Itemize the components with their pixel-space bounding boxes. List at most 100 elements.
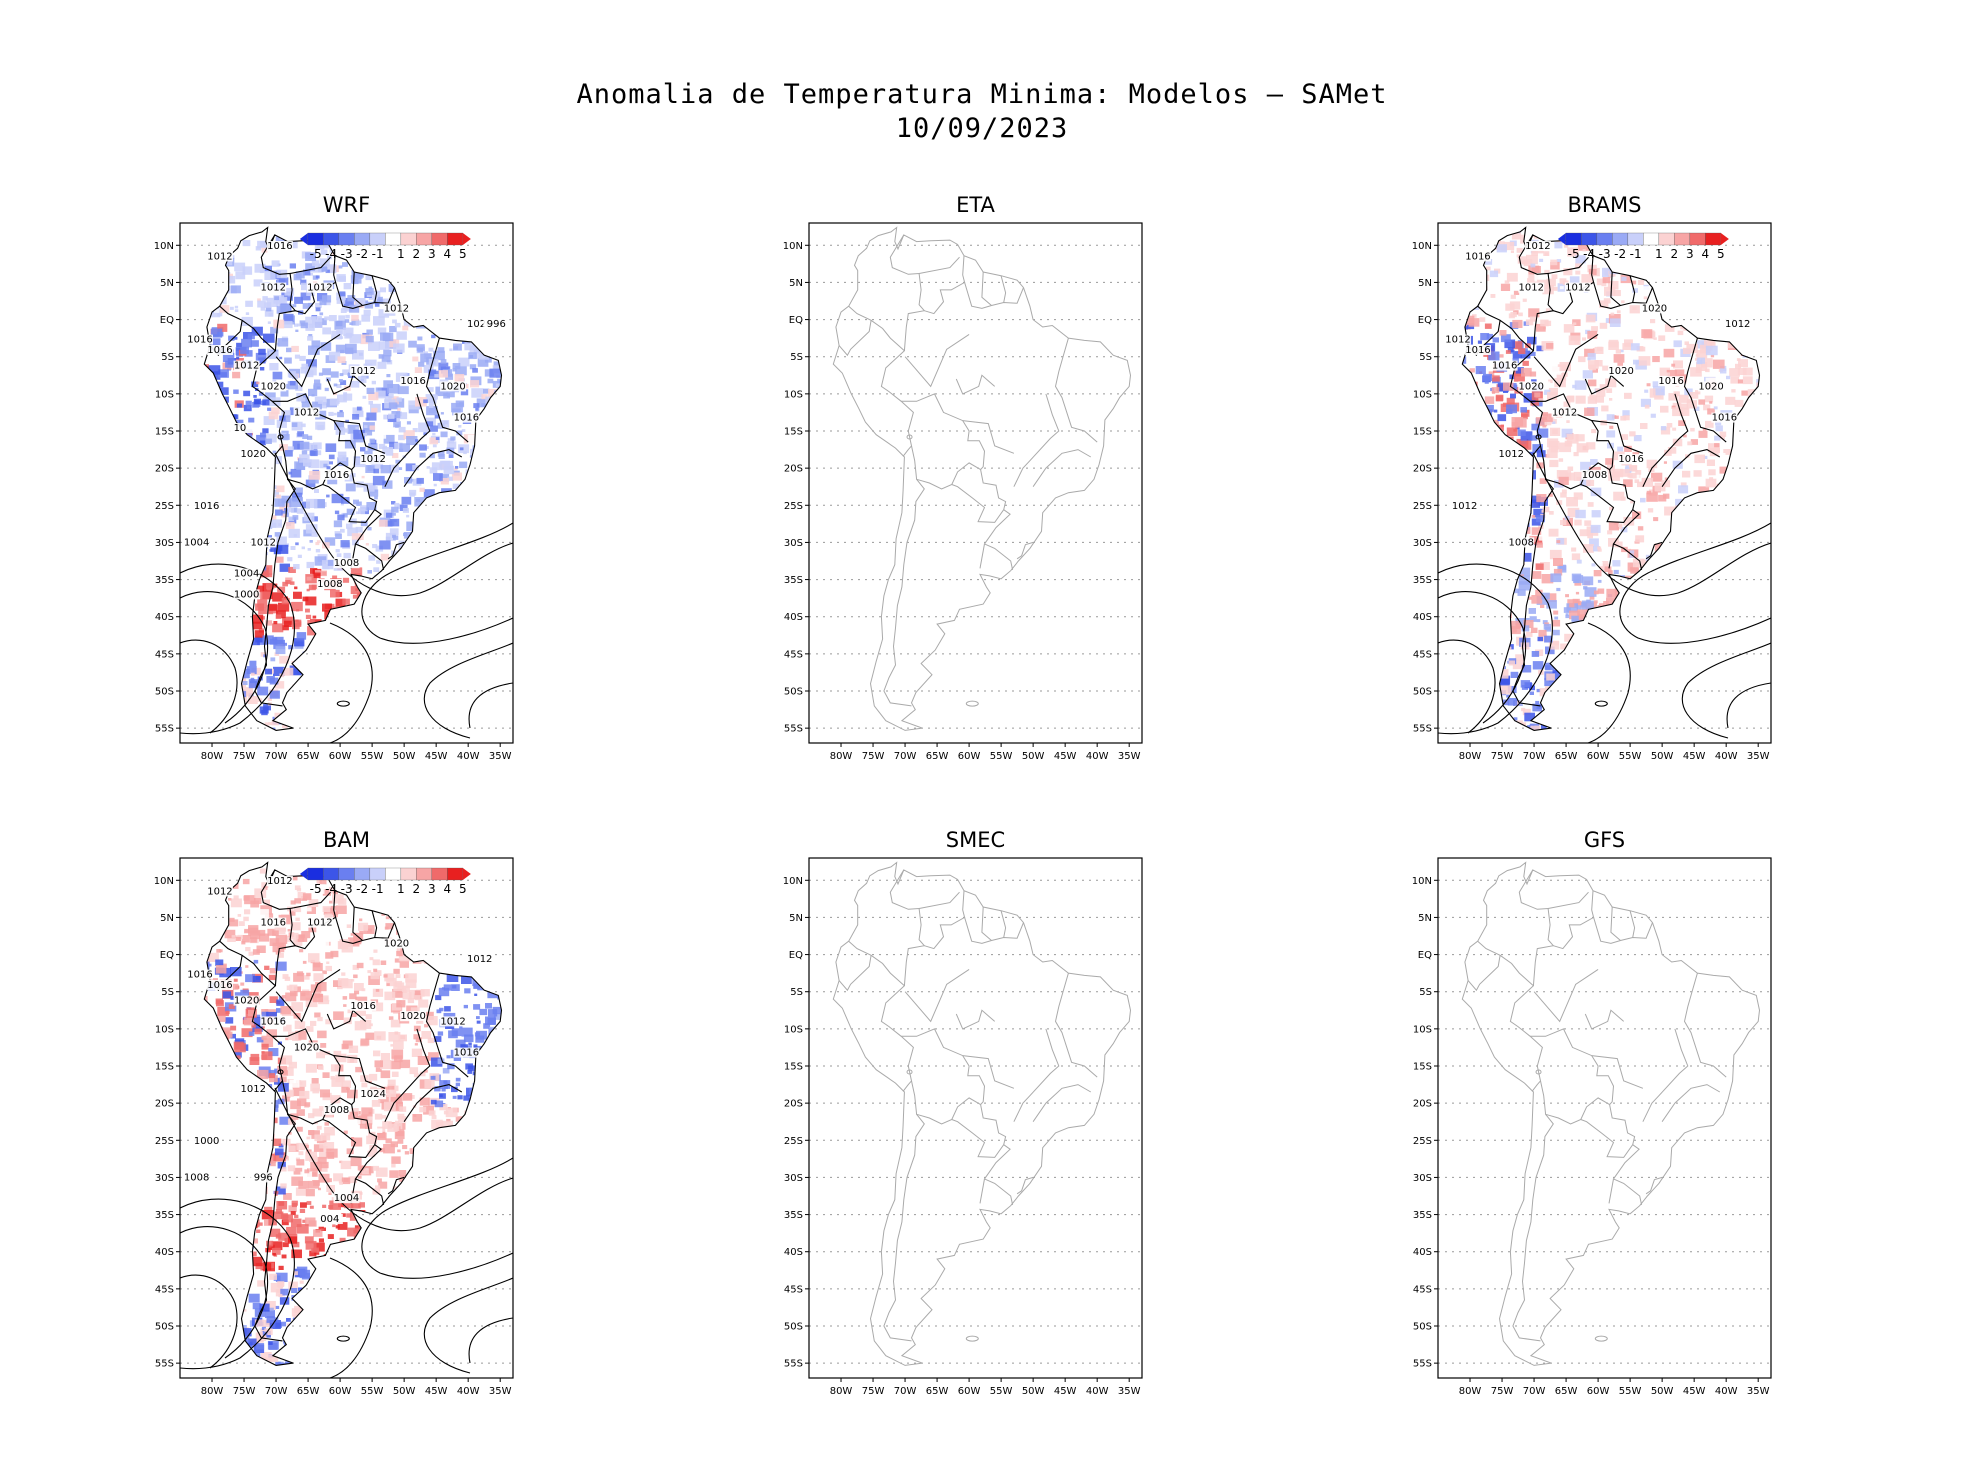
lat-tick-label: 20S	[784, 464, 803, 475]
lon-tick-label: 45W	[1683, 1386, 1706, 1397]
isobar-label: 1020	[1608, 366, 1633, 377]
lat-tick-label: EQ	[160, 950, 174, 961]
lat-tick-label: 55S	[1413, 724, 1432, 735]
lat-tick-label: 20S	[784, 1099, 803, 1110]
lat-tick-label: 10N	[783, 876, 803, 887]
anomaly-field	[180, 223, 524, 749]
isobar-label: 1008	[334, 558, 359, 569]
lat-tick-label: 50S	[1413, 687, 1432, 698]
lon-tick-label: 80W	[830, 751, 853, 762]
isobar-label: 1012	[1725, 319, 1750, 330]
lon-tick-label: 35W	[1747, 751, 1770, 762]
isobar-label: 1012	[1452, 501, 1477, 512]
lat-tick-label: 45S	[784, 649, 803, 660]
lat-tick-label: 5N	[160, 913, 174, 924]
panel-title: SMEC	[809, 828, 1142, 852]
colorbar-tick: 5	[459, 247, 467, 261]
colorbar-tick: 2	[1671, 247, 1679, 261]
isobar-label: 996	[487, 319, 506, 330]
panel-title: BAM	[180, 828, 513, 852]
lon-tick-label: 65W	[1555, 751, 1578, 762]
isobar-label: 1012	[350, 366, 375, 377]
lat-tick-label: 40S	[784, 1247, 803, 1258]
isobar-label: 1000	[194, 1136, 219, 1147]
isobar-label: 1004	[334, 1193, 359, 1204]
isobar-label: 1012	[360, 454, 385, 465]
isobar-label: 1016	[1465, 251, 1490, 262]
lat-tick-label: 10S	[1413, 389, 1432, 400]
isobar-label: 1020	[241, 449, 266, 460]
lon-tick-label: 50W	[1022, 751, 1045, 762]
lat-tick-label: 5S	[790, 352, 803, 363]
colorbar-tick: 4	[444, 882, 452, 896]
isobar-label: 004	[320, 1214, 339, 1225]
isobar-label: 1008	[184, 1172, 209, 1183]
lat-tick-label: 55S	[784, 1359, 803, 1370]
lon-tick-label: 35W	[1118, 1386, 1141, 1397]
colorbar-tick: -3	[341, 247, 353, 261]
lat-tick-label: EQ	[789, 315, 803, 326]
colorbar-tick: -2	[356, 882, 368, 896]
lon-tick-label: 75W	[1491, 751, 1514, 762]
panel-title: WRF	[180, 193, 513, 217]
lat-tick-label: 10S	[155, 389, 174, 400]
isobar-label: 1012	[467, 954, 492, 965]
lon-tick-label: 40W	[457, 1386, 480, 1397]
lat-tick-label: 25S	[784, 501, 803, 512]
colorbar-tick: -1	[372, 882, 384, 896]
isobar-label: 1016	[1658, 376, 1683, 387]
lat-tick-label: 15S	[155, 427, 174, 438]
lat-tick-label: 15S	[1413, 1062, 1432, 1073]
colorbar-tick: -5	[1568, 247, 1580, 261]
lat-tick-label: 40S	[784, 612, 803, 623]
colorbar-tick: 5	[1717, 247, 1725, 261]
lat-tick-label: 10N	[1412, 876, 1432, 887]
axis-labels: 10N5NEQ5S10S15S20S25S30S35S40S45S50S55S8…	[1412, 876, 1770, 1397]
map-frame	[1438, 858, 1771, 1378]
isobar-label: 1012	[1519, 283, 1544, 294]
isobar-label: 1012	[294, 407, 319, 418]
map-canvas: 10N5NEQ5S10S15S20S25S30S35S40S45S50S55S8…	[1398, 858, 1791, 1418]
lat-tick-label: 25S	[155, 1136, 174, 1147]
lat-tick-label: 30S	[155, 1173, 174, 1184]
isobar-label: 1012	[207, 886, 232, 897]
lat-tick-label: 55S	[784, 724, 803, 735]
lat-tick-label: 5N	[789, 913, 803, 924]
isobar-label: 1016	[261, 1016, 286, 1027]
lon-tick-label: 45W	[1683, 751, 1706, 762]
lat-tick-label: 45S	[784, 1284, 803, 1295]
lon-tick-label: 60W	[1587, 1386, 1610, 1397]
lat-tick-label: EQ	[1418, 315, 1432, 326]
coastline	[1462, 863, 1759, 1366]
lat-tick-label: 20S	[155, 464, 174, 475]
lon-tick-label: 80W	[830, 1386, 853, 1397]
isobar-label: 1016	[187, 970, 212, 981]
lon-tick-label: 40W	[1715, 751, 1738, 762]
panel-title: ETA	[809, 193, 1142, 217]
isobar-label: 996	[254, 1172, 273, 1183]
lat-tick-label: 50S	[784, 687, 803, 698]
lat-tick-label: 30S	[784, 538, 803, 549]
colorbar-tick: 1	[397, 247, 405, 261]
isobar-label: 1012	[267, 876, 292, 887]
lon-tick-label: 65W	[926, 751, 949, 762]
grid-lines	[809, 880, 1142, 1363]
colorbar-tick: 4	[444, 247, 452, 261]
lon-tick-label: 40W	[457, 751, 480, 762]
isobar-label: 1020	[1698, 381, 1723, 392]
lon-tick-label: 50W	[1651, 1386, 1674, 1397]
isobar-label: 1012	[234, 361, 259, 372]
isobar-label: 1016	[1492, 361, 1517, 372]
lon-tick-label: 70W	[1523, 751, 1546, 762]
lon-tick-label: 70W	[894, 751, 917, 762]
lat-tick-label: 10N	[154, 241, 174, 252]
lon-tick-label: 65W	[297, 1386, 320, 1397]
isobar-label: 1000	[234, 589, 259, 600]
lat-tick-label: 45S	[1413, 649, 1432, 660]
lon-tick-label: 45W	[425, 1386, 448, 1397]
isobar-label: 1012	[241, 1084, 266, 1095]
lat-tick-label: 20S	[1413, 1099, 1432, 1110]
lon-tick-label: 55W	[361, 1386, 384, 1397]
